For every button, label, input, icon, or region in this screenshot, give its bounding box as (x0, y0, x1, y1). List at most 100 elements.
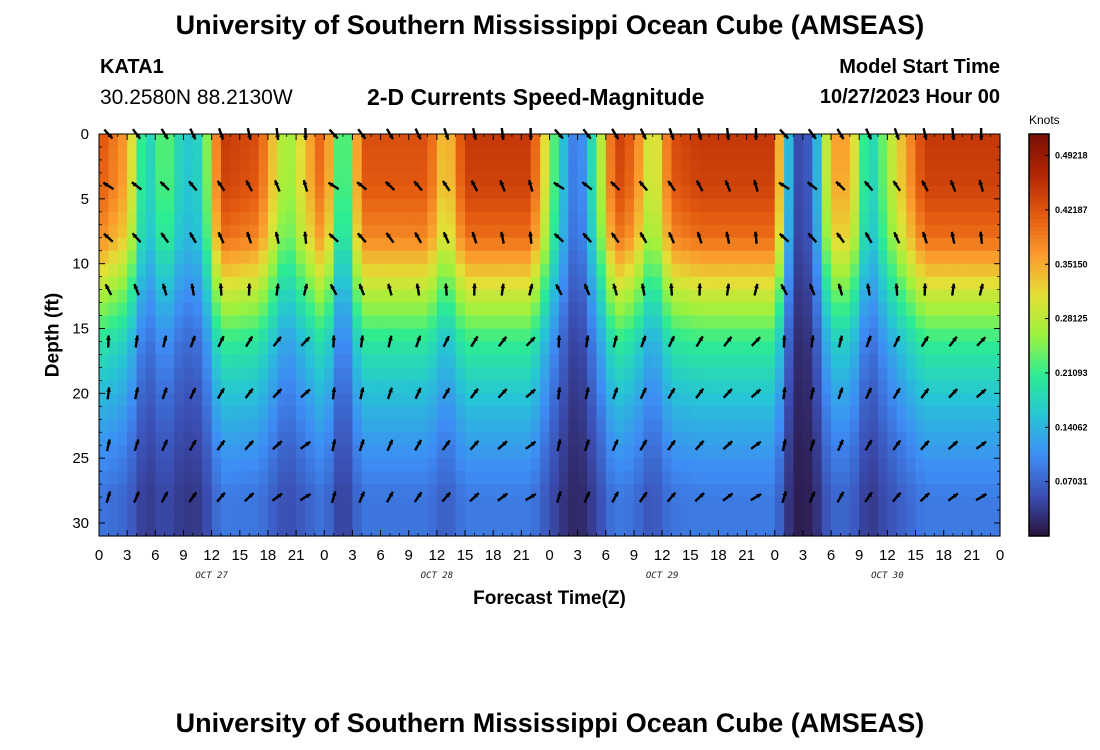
heatmap-cell (267, 328, 278, 343)
heatmap-cell (624, 380, 635, 394)
heatmap-cell (324, 393, 335, 407)
heatmap-cell (596, 406, 607, 420)
heatmap-cell (145, 172, 156, 187)
heatmap-cell (333, 211, 344, 226)
heatmap-cell (859, 484, 870, 498)
heatmap-cell (643, 315, 654, 330)
heatmap-cell (971, 471, 982, 485)
heatmap-cell (624, 523, 635, 537)
heatmap-cell (427, 432, 438, 446)
heatmap-cell (784, 211, 795, 226)
heatmap-cell (192, 328, 203, 343)
heatmap-cell (117, 134, 128, 148)
heatmap-cell (305, 406, 316, 420)
heatmap-cell (887, 134, 898, 148)
heatmap-cell (399, 471, 410, 485)
vector-head (386, 232, 391, 238)
vector-head (106, 439, 112, 445)
heatmap-cell (314, 250, 325, 265)
heatmap-cell (671, 406, 682, 420)
heatmap-cell (389, 484, 400, 498)
heatmap-cell (267, 237, 278, 252)
heatmap-cell (361, 185, 372, 200)
heatmap-cell (202, 263, 213, 278)
heatmap-cell (324, 341, 335, 356)
x-tick-label: 18 (710, 547, 727, 564)
heatmap-cell (418, 419, 429, 433)
heatmap-cell (314, 523, 325, 537)
current-vector (750, 388, 762, 399)
heatmap-cell (755, 263, 766, 278)
vector-head (556, 439, 562, 445)
heatmap-cell (755, 484, 766, 498)
heatmap-cell (221, 419, 231, 433)
heatmap-cell (521, 419, 532, 433)
heatmap-cell (718, 419, 729, 433)
current-vector (246, 231, 253, 244)
vector-head (331, 387, 337, 392)
heatmap-cell (971, 224, 982, 239)
heatmap-cell (709, 172, 720, 187)
heatmap-cell (521, 510, 532, 524)
current-vector (978, 231, 984, 244)
heatmap-cell (793, 406, 804, 420)
heatmap-cell (971, 510, 982, 524)
heatmap-cell (709, 185, 720, 200)
heatmap-cell (596, 341, 607, 356)
heatmap-cell (136, 419, 147, 433)
heatmap-cell (915, 276, 926, 291)
heatmap-cell (784, 237, 795, 252)
heatmap-cell (915, 341, 926, 356)
heatmap-cell (249, 445, 260, 459)
heatmap-cell (690, 315, 701, 330)
current-vector (640, 283, 646, 296)
heatmap-cell (943, 315, 954, 330)
heatmap-cell (737, 328, 748, 343)
heatmap-cell (849, 198, 860, 213)
heatmap-cell (831, 328, 842, 343)
current-vector (133, 491, 141, 504)
heatmap-cell (521, 315, 532, 330)
heatmap-cell (924, 367, 935, 381)
heatmap-cell (971, 432, 982, 446)
heatmap-cell (981, 250, 992, 265)
heatmap-cell (784, 419, 795, 433)
heatmap-cell (239, 237, 250, 252)
heatmap-cell (493, 134, 504, 148)
heatmap-cell (727, 510, 738, 524)
heatmap-cell (633, 276, 644, 291)
heatmap-cell (117, 172, 128, 187)
vector-head (442, 180, 448, 186)
heatmap-cell (202, 484, 213, 498)
heatmap-cell (802, 276, 813, 291)
heatmap-cell (774, 159, 785, 174)
vector-head (726, 336, 732, 342)
heatmap-cell (746, 406, 757, 420)
heatmap-cell (211, 458, 222, 472)
heatmap-cell (305, 302, 316, 317)
heatmap-cell (793, 458, 804, 472)
heatmap-cell (868, 471, 879, 485)
heatmap-cell (174, 289, 185, 304)
heatmap-cell (521, 341, 532, 356)
heatmap-cell (352, 354, 363, 369)
heatmap-cell (887, 354, 898, 369)
heatmap-cell (596, 302, 607, 317)
heatmap-cell (690, 172, 701, 187)
heatmap-cell (333, 497, 344, 511)
heatmap-cell (737, 146, 748, 161)
heatmap-cell (465, 341, 476, 356)
heatmap-cell (962, 146, 973, 161)
heatmap-cell (652, 134, 663, 148)
heatmap-cell (652, 406, 663, 420)
heatmap-cell (305, 380, 316, 394)
heatmap-cell (943, 224, 954, 239)
heatmap-cell (221, 432, 231, 446)
heatmap-cell (361, 289, 372, 304)
heatmap-cell (934, 497, 945, 511)
colorbar-segment (1029, 431, 1049, 436)
heatmap-cell (296, 146, 307, 161)
x-tick-label: 15 (457, 547, 474, 564)
current-vector (695, 180, 704, 192)
heatmap-cell (953, 172, 964, 187)
